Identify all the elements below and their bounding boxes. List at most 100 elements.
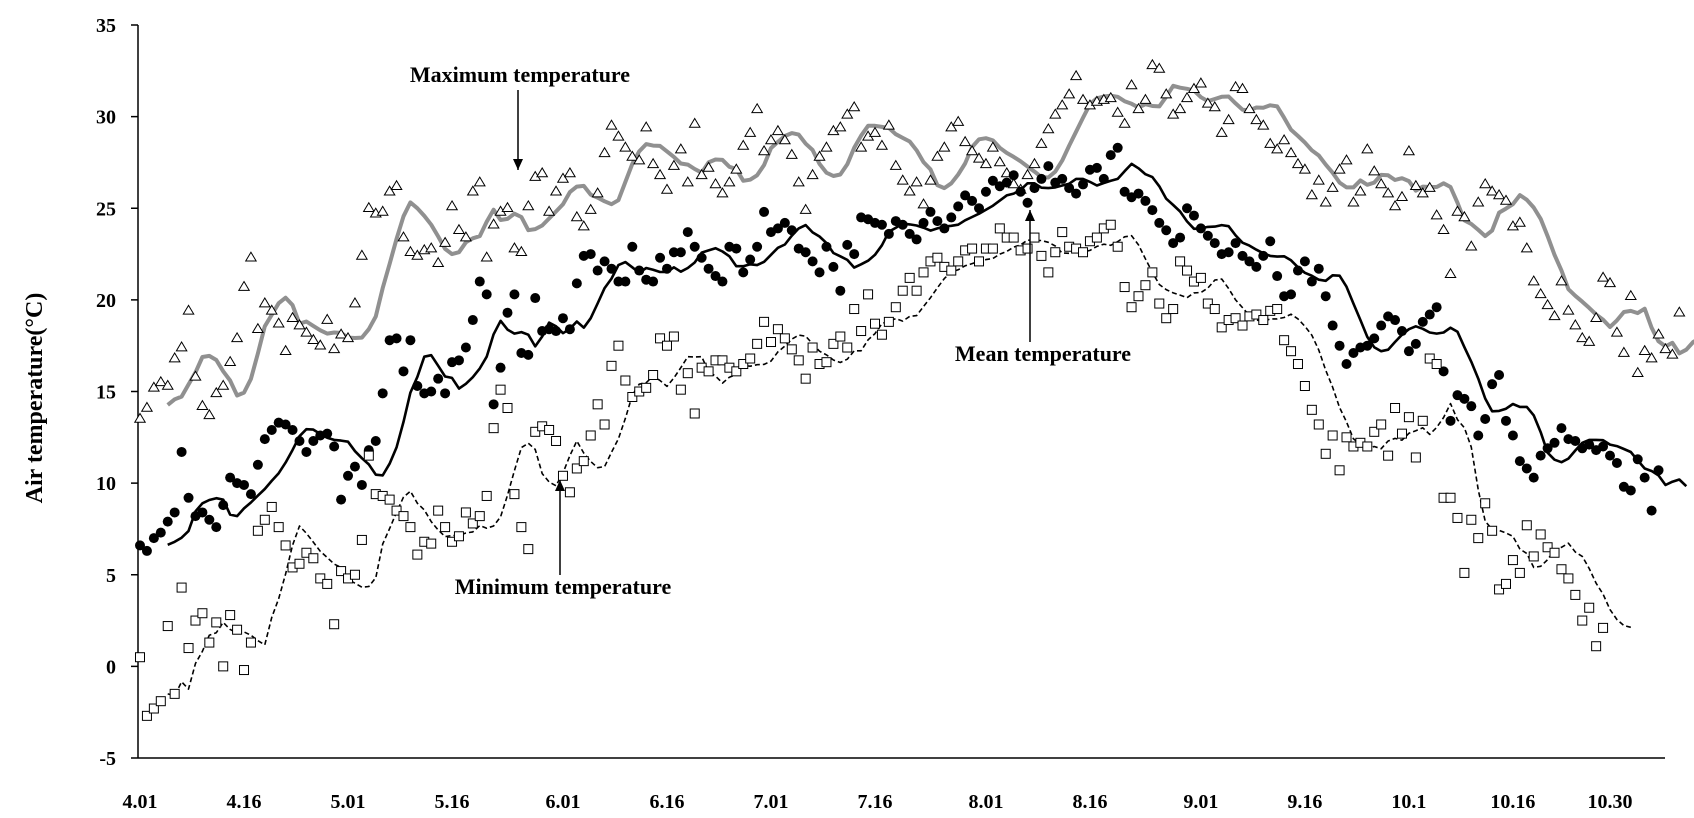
y-tick-label: 10: [96, 473, 116, 495]
data-point: [321, 313, 334, 324]
data-point: [771, 124, 785, 136]
data-point: [1610, 326, 1624, 337]
data-point: [807, 256, 818, 267]
data-point: [1528, 472, 1539, 483]
data-point: [224, 355, 237, 366]
data-point: [1180, 91, 1194, 103]
data-point: [1473, 430, 1484, 441]
data-point: [218, 661, 229, 672]
data-point: [1168, 238, 1179, 249]
data-point: [1161, 313, 1172, 324]
data-point: [1472, 196, 1485, 207]
data-point: [842, 342, 853, 353]
data-point: [785, 148, 798, 159]
data-point: [674, 143, 687, 154]
data-point: [1292, 265, 1303, 276]
data-point: [1563, 573, 1574, 584]
data-point: [606, 360, 617, 371]
data-point: [1230, 238, 1241, 249]
data-point: [585, 430, 596, 441]
data-point: [1202, 298, 1213, 309]
data-point: [1417, 316, 1428, 327]
data-point: [1119, 282, 1130, 293]
data-point: [682, 227, 693, 238]
data-point: [1098, 173, 1109, 184]
data-point: [182, 304, 195, 315]
y-tick-label: 35: [96, 15, 116, 37]
data-point: [169, 688, 180, 699]
data-point: [772, 324, 783, 335]
data-point: [1272, 304, 1283, 315]
data-point: [411, 249, 424, 260]
data-point: [314, 339, 327, 350]
data-point: [1333, 163, 1346, 174]
data-point: [175, 341, 188, 352]
data-point: [786, 344, 797, 355]
data-point: [530, 426, 541, 437]
data-point: [217, 379, 230, 390]
data-point: [398, 366, 409, 377]
data-point: [384, 494, 395, 505]
data-point: [1459, 393, 1470, 404]
data-point: [488, 423, 499, 434]
data-point: [245, 489, 256, 500]
data-point: [1534, 287, 1547, 299]
data-point: [1161, 225, 1172, 236]
data-point: [453, 355, 464, 366]
data-point: [1507, 555, 1518, 566]
data-point: [259, 514, 270, 525]
data-point: [501, 201, 514, 213]
annotation: Minimum temperature: [455, 480, 672, 599]
data-point: [1340, 154, 1353, 165]
data-point: [377, 388, 388, 399]
annotation-label: Minimum temperature: [455, 574, 672, 599]
data-point: [960, 190, 971, 201]
data-point: [1528, 551, 1539, 562]
data-point: [1390, 402, 1401, 413]
data-point: [1598, 441, 1609, 452]
data-point: [523, 544, 534, 555]
data-point: [1473, 533, 1484, 544]
data-point: [1368, 165, 1381, 176]
data-point: [924, 174, 937, 185]
data-point: [183, 492, 194, 503]
data-point: [731, 243, 742, 254]
data-point: [426, 386, 437, 397]
data-point: [751, 102, 764, 114]
data-point: [1313, 419, 1324, 430]
data-point: [1133, 188, 1144, 199]
data-point: [591, 187, 604, 198]
data-point: [1251, 261, 1262, 272]
data-point: [695, 168, 708, 180]
data-point: [1341, 359, 1352, 370]
data-point: [211, 617, 222, 628]
data-point: [1229, 80, 1242, 92]
data-point: [148, 703, 159, 714]
data-point: [1430, 209, 1443, 220]
data-point: [405, 522, 416, 533]
data-point: [480, 251, 493, 262]
data-point: [349, 461, 360, 472]
data-point: [765, 337, 776, 348]
data-point: [1069, 69, 1083, 81]
data-point: [1327, 320, 1338, 331]
data-point: [759, 206, 770, 217]
data-point: [398, 511, 409, 522]
data-point: [855, 141, 868, 152]
data-point: [488, 399, 499, 410]
data-point: [440, 388, 451, 399]
data-point: [911, 285, 922, 296]
data-point: [176, 446, 187, 457]
data-point: [987, 243, 998, 254]
data-point: [1327, 430, 1338, 441]
data-point: [994, 223, 1005, 234]
data-point: [433, 505, 444, 516]
data-point: [245, 637, 256, 648]
data-point: [932, 252, 943, 263]
data-point: [356, 534, 367, 545]
data-point: [868, 126, 882, 137]
data-point: [495, 384, 506, 395]
data-point: [1375, 177, 1388, 189]
data-point: [967, 243, 978, 254]
trend-line: [167, 162, 1688, 546]
